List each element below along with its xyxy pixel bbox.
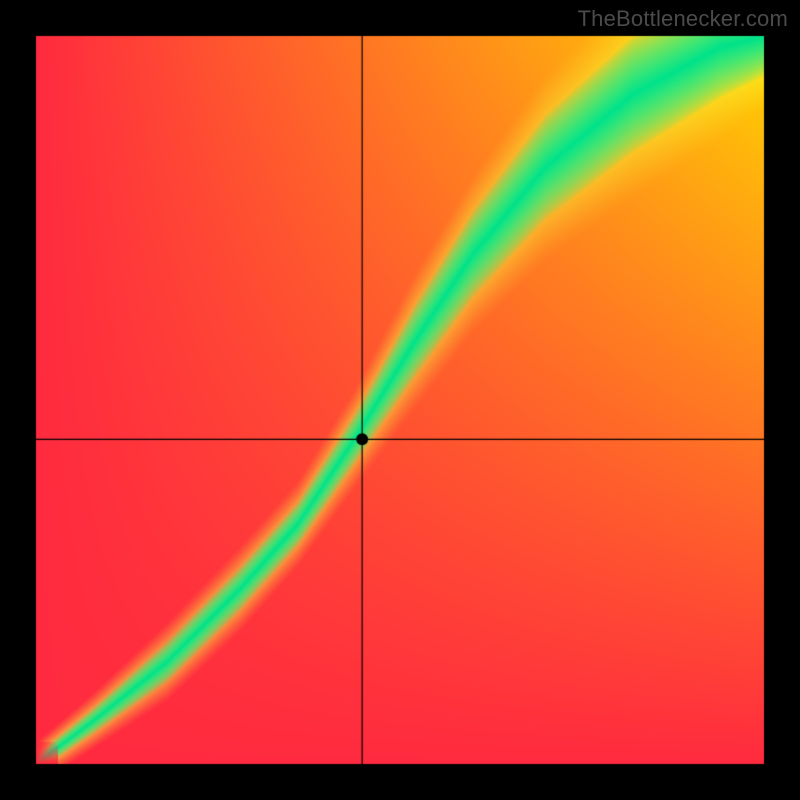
chart-container: TheBottlenecker.com (0, 0, 800, 800)
watermark-text: TheBottlenecker.com (578, 6, 788, 32)
heatmap-canvas (0, 0, 800, 800)
